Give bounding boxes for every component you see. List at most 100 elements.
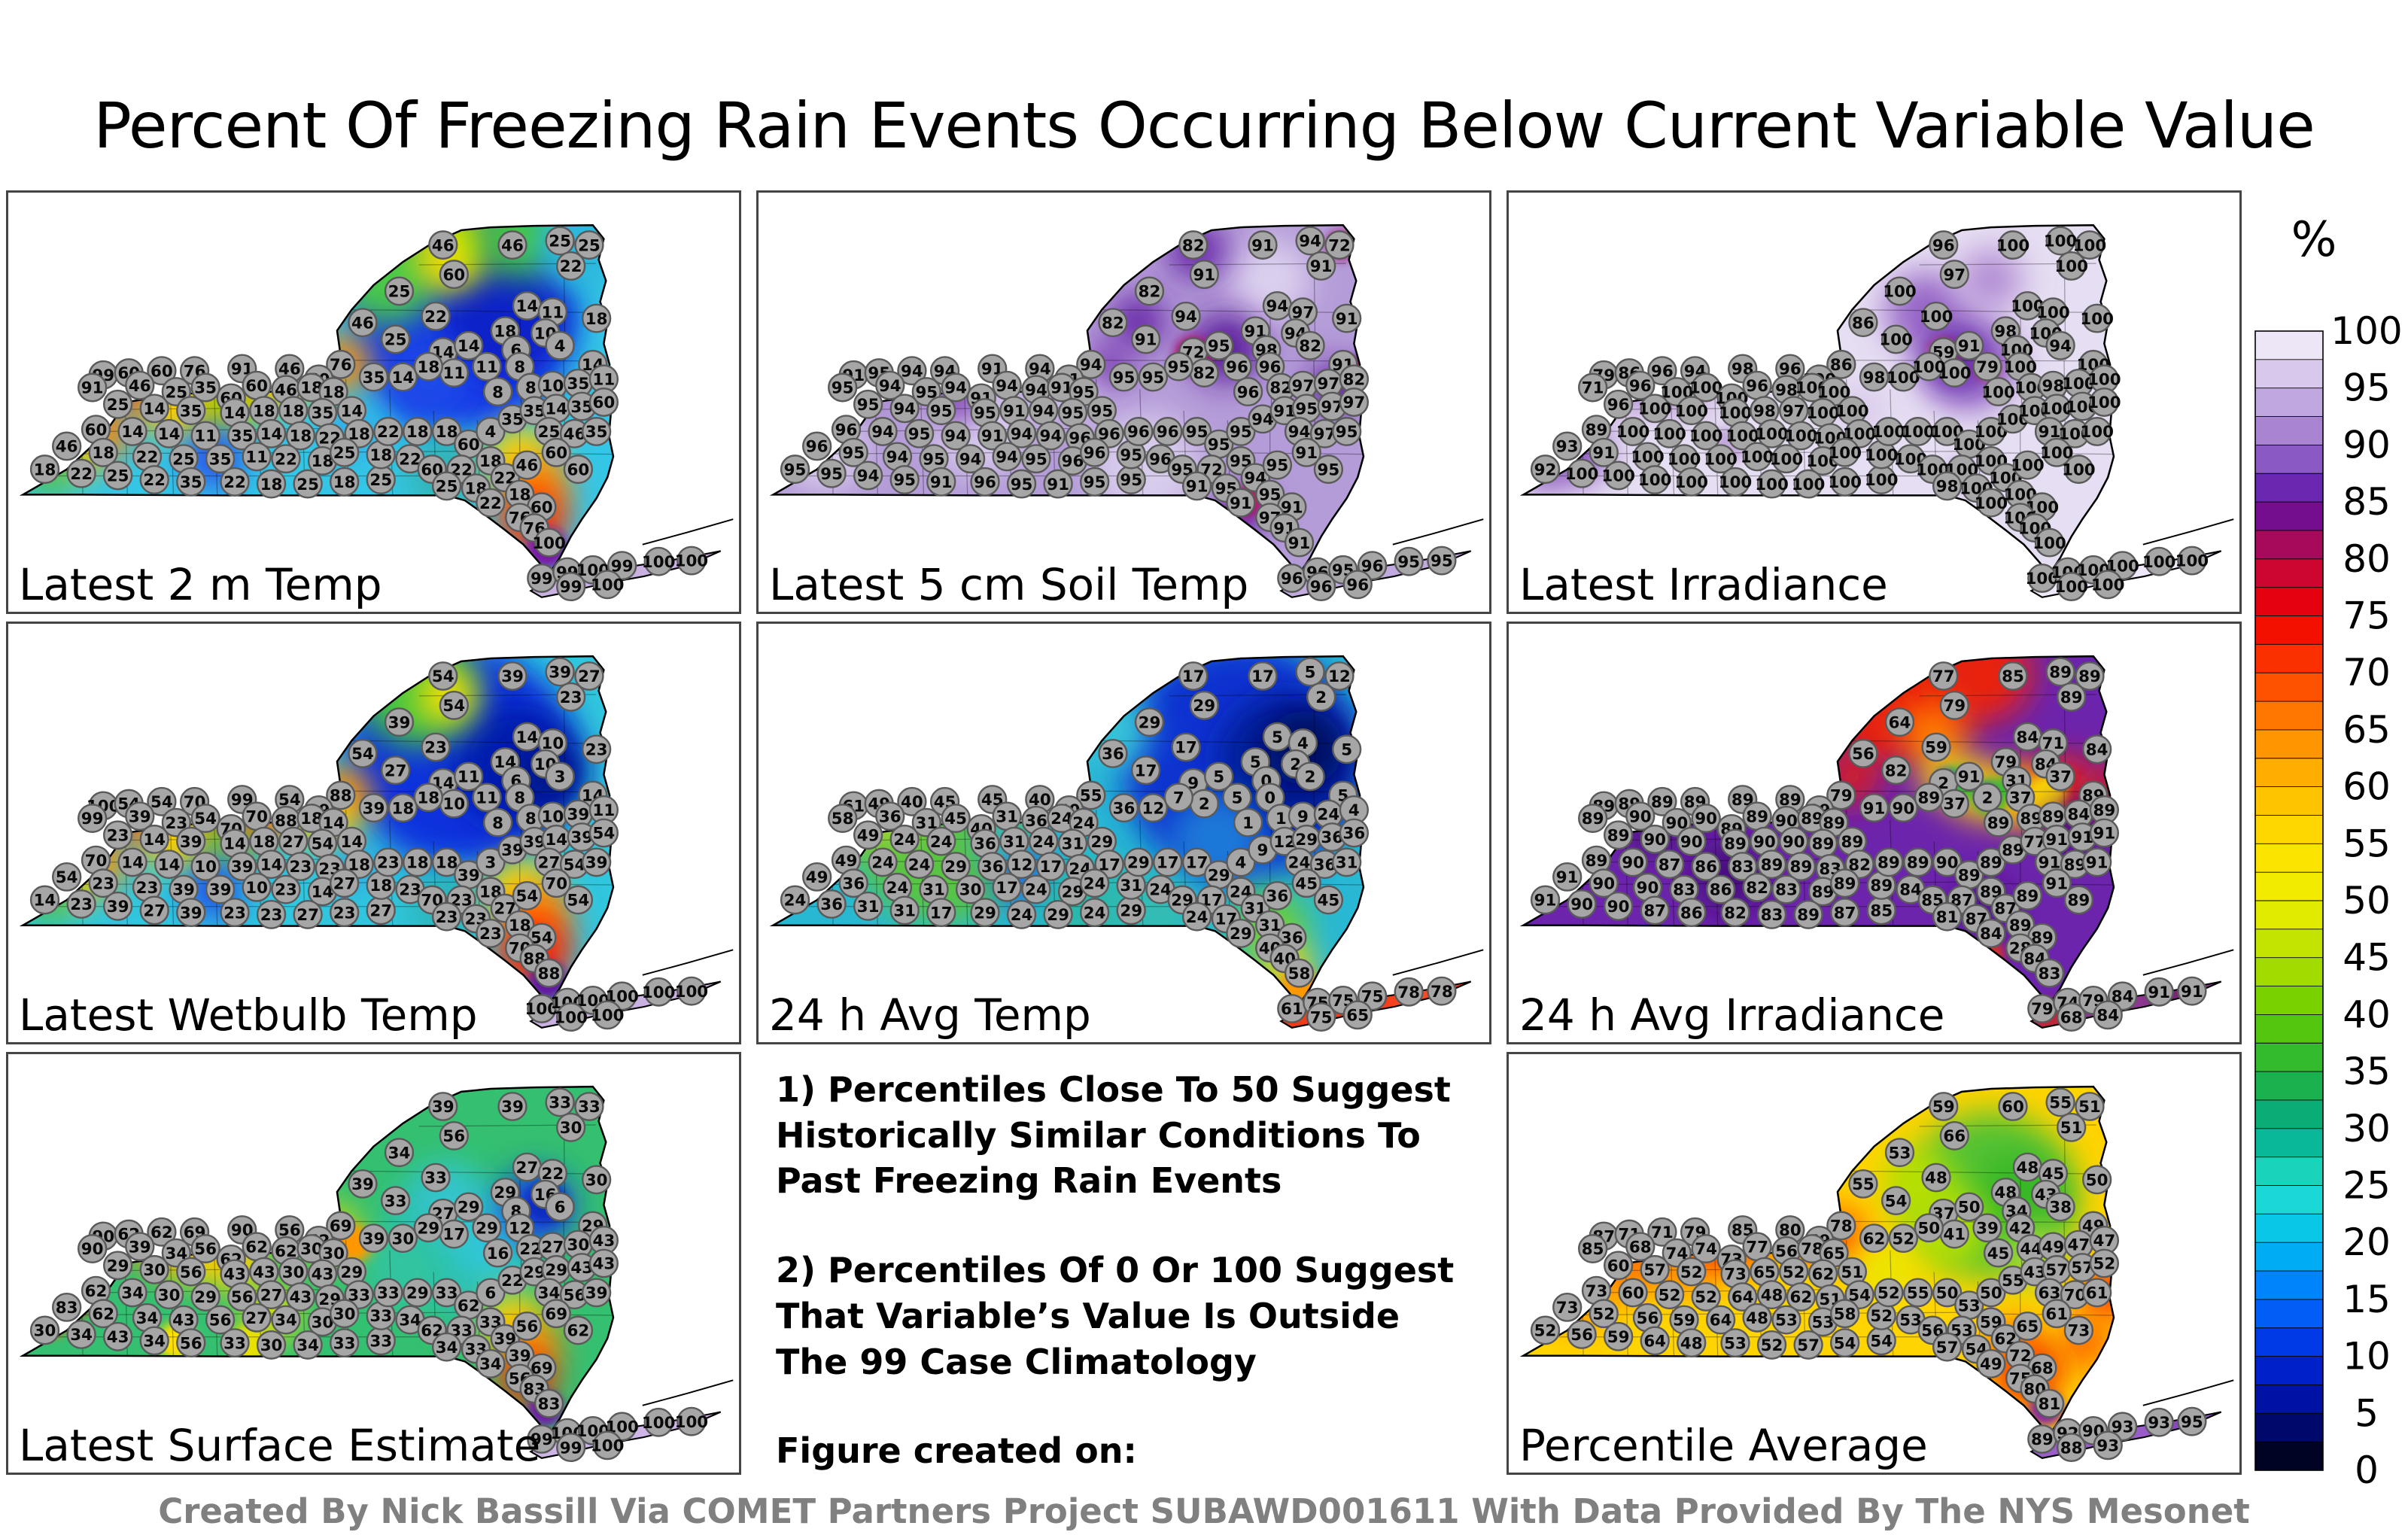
station-marker	[1603, 891, 1634, 921]
station-value: 35	[209, 450, 232, 469]
station-marker	[1035, 421, 1066, 451]
colorbar-band	[2255, 502, 2323, 531]
station-value: 35	[567, 375, 590, 394]
station-value: 91	[981, 427, 1004, 446]
station-marker	[1884, 707, 1915, 737]
station-marker	[220, 898, 250, 928]
station-marker	[1954, 761, 1984, 792]
station-value: 10	[442, 795, 465, 814]
station-value: 58	[832, 810, 854, 828]
station-marker	[1829, 1299, 1860, 1329]
station-marker	[780, 454, 810, 485]
station-marker	[1394, 546, 1424, 576]
station-marker	[1888, 1223, 1919, 1254]
station-value: 96	[1157, 423, 1179, 442]
station-marker	[1728, 1282, 1758, 1312]
station-marker	[227, 852, 257, 881]
station-value: 11	[194, 427, 217, 446]
station-value: 96	[1149, 450, 1172, 469]
station-value: 23	[585, 741, 608, 760]
station-value: 37	[2049, 768, 2072, 787]
station-marker	[329, 868, 360, 898]
station-value: 31	[923, 881, 945, 900]
station-value: 31	[996, 808, 1018, 827]
station-value: 9	[1297, 808, 1309, 827]
station-value: 89	[2017, 887, 2039, 906]
station-marker	[1654, 850, 1685, 880]
colorbar-band	[2255, 929, 2323, 959]
station-value: 100	[1616, 423, 1650, 442]
station-value: 94	[959, 450, 982, 469]
station-value: 64	[1643, 1333, 1666, 1351]
station-marker	[66, 1320, 96, 1349]
station-value: 39	[585, 854, 608, 873]
station-value: 18	[509, 916, 531, 935]
station-value: 25	[388, 283, 411, 302]
station-value: 11	[593, 801, 616, 820]
station-marker	[139, 394, 169, 424]
station-marker	[1848, 1169, 1878, 1199]
station-value: 33	[424, 1169, 447, 1188]
station-marker	[1829, 868, 1860, 898]
colorbar-tick-label: 45	[2343, 936, 2391, 980]
map-blob	[2121, 386, 2157, 421]
station-marker	[285, 421, 316, 451]
colorbar-band	[2255, 1413, 2323, 1442]
station-value: 91	[1193, 266, 1215, 284]
station-marker	[1786, 852, 1817, 881]
station-value: 43	[107, 1328, 129, 1347]
station-marker	[388, 793, 418, 823]
station-value: 100	[1674, 402, 1708, 421]
station-value: 39	[501, 1098, 524, 1117]
station-value: 27	[245, 1309, 268, 1328]
station-marker	[1793, 900, 1823, 929]
station-value: 72	[2009, 1347, 2032, 1366]
station-marker	[1998, 661, 2028, 691]
station-value: 89	[1797, 906, 1820, 925]
map-panel-latest-2m-temp: 46 60 46 25 25 22 25 22 46 25 14 11 18 10 18 14 14 11 6 8 4 1…	[6, 190, 741, 614]
station-value: 95	[1336, 423, 1358, 442]
station-marker	[102, 1321, 133, 1351]
station-value: 54	[150, 793, 173, 812]
station-marker	[139, 1254, 169, 1284]
station-value: 30	[585, 1172, 608, 1190]
station-value: 31	[1003, 833, 1026, 852]
station-value: 34	[275, 1312, 297, 1330]
colorbar-band	[2255, 1242, 2323, 1272]
station-value: 59	[1932, 1098, 1955, 1117]
colorbar-band	[2255, 1185, 2323, 1214]
station-value: 23	[223, 904, 246, 923]
station-marker	[868, 417, 898, 446]
station-marker	[1339, 388, 1370, 417]
station-value: 27	[542, 1239, 564, 1257]
station-value: 17	[1135, 761, 1157, 780]
station-value: 49	[1980, 1355, 2002, 1374]
station-value: 48	[1761, 1286, 1783, 1305]
station-value: 79	[2031, 1000, 2054, 1019]
note-percentiles-0-100: 2) Percentiles Of 0 Or 100 Suggest That …	[776, 1250, 1455, 1382]
station-marker	[1756, 900, 1787, 929]
station-marker	[139, 1326, 169, 1356]
station-marker	[1756, 418, 1787, 448]
station-value: 51	[2078, 1098, 2101, 1117]
station-value: 18	[436, 423, 458, 442]
station-value: 52	[1877, 1284, 1900, 1303]
station-value: 100	[591, 1437, 625, 1456]
station-value: 100	[1975, 494, 2008, 513]
station-value: 10	[542, 377, 564, 396]
station-marker	[1295, 761, 1325, 792]
station-value: 89	[1746, 808, 1768, 827]
colorbar-band	[2255, 1271, 2323, 1300]
station-value: 23	[70, 895, 93, 914]
colorbar-band	[2255, 359, 2323, 389]
station-value: 71	[1651, 1223, 1674, 1242]
station-value: 96	[1346, 576, 1369, 595]
station-marker	[2034, 1388, 2065, 1418]
station-value: 35	[585, 423, 608, 442]
station-marker	[1189, 691, 1219, 720]
station-value: 95	[842, 444, 865, 463]
station-marker	[1859, 1223, 1890, 1254]
station-marker	[541, 868, 571, 898]
